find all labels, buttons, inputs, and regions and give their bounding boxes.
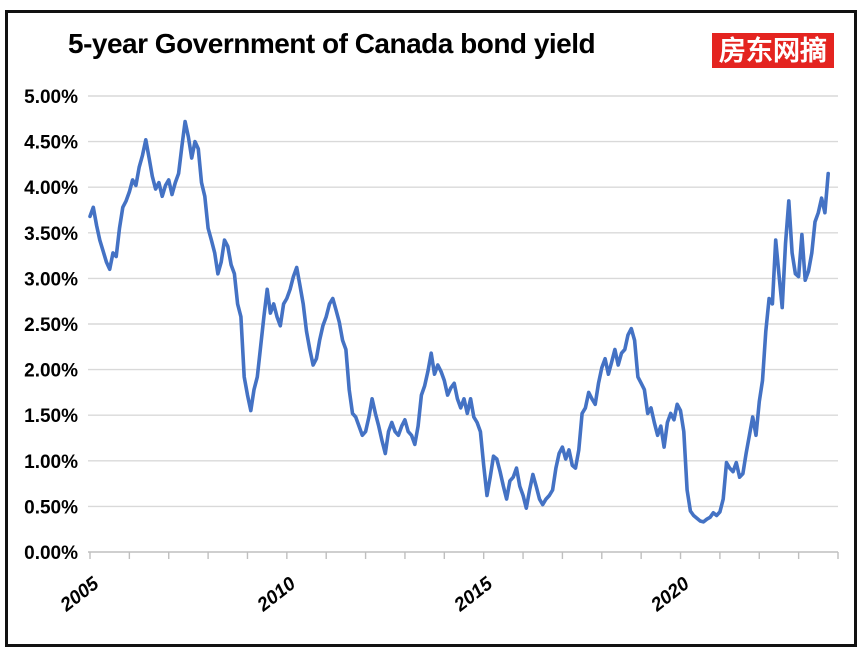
y-axis-label: 1.00%	[24, 452, 78, 473]
y-axis-label: 3.50%	[24, 224, 78, 245]
x-axis-label: 2020	[647, 573, 694, 616]
x-axis-label: 2010	[253, 573, 300, 616]
y-axis-label: 4.00%	[24, 178, 78, 199]
yield-line	[88, 119, 831, 524]
chart-frame	[5, 10, 857, 647]
y-axis-label: 4.50%	[24, 133, 78, 154]
y-axis-label: 3.00%	[24, 269, 78, 290]
x-axis-label: 2015	[450, 573, 497, 616]
watermark-badge: 房东网摘	[712, 33, 834, 68]
y-axis-label: 1.50%	[24, 406, 78, 427]
y-axis-label: 2.50%	[24, 315, 78, 336]
chart-title: 5-year Government of Canada bond yield	[68, 28, 596, 59]
y-axis-label: 0.00%	[24, 543, 78, 564]
x-axis-label: 2005	[56, 573, 103, 616]
y-axis-label: 5.00%	[24, 87, 78, 108]
y-axis-label: 0.50%	[24, 497, 78, 518]
y-axis-label: 2.00%	[24, 361, 78, 382]
